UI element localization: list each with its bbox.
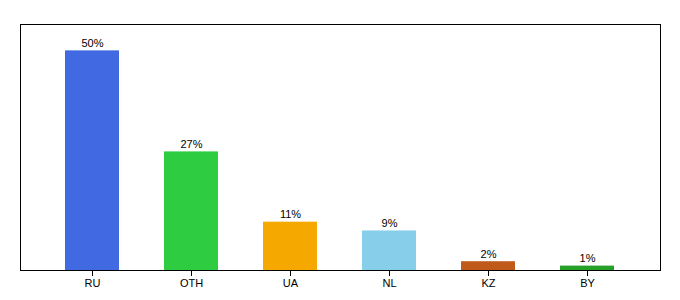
svg-text:OTH: OTH — [180, 277, 203, 289]
svg-text:BY: BY — [580, 277, 595, 289]
svg-text:2%: 2% — [481, 248, 497, 260]
svg-text:50%: 50% — [81, 37, 103, 49]
svg-text:KZ: KZ — [481, 277, 495, 289]
svg-text:9%: 9% — [382, 217, 398, 229]
svg-text:UA: UA — [283, 277, 299, 289]
svg-text:11%: 11% — [280, 208, 301, 220]
svg-text:NL: NL — [382, 277, 396, 289]
svg-text:27%: 27% — [180, 138, 202, 150]
svg-text:RU: RU — [85, 277, 101, 289]
svg-text:1%: 1% — [580, 252, 596, 264]
